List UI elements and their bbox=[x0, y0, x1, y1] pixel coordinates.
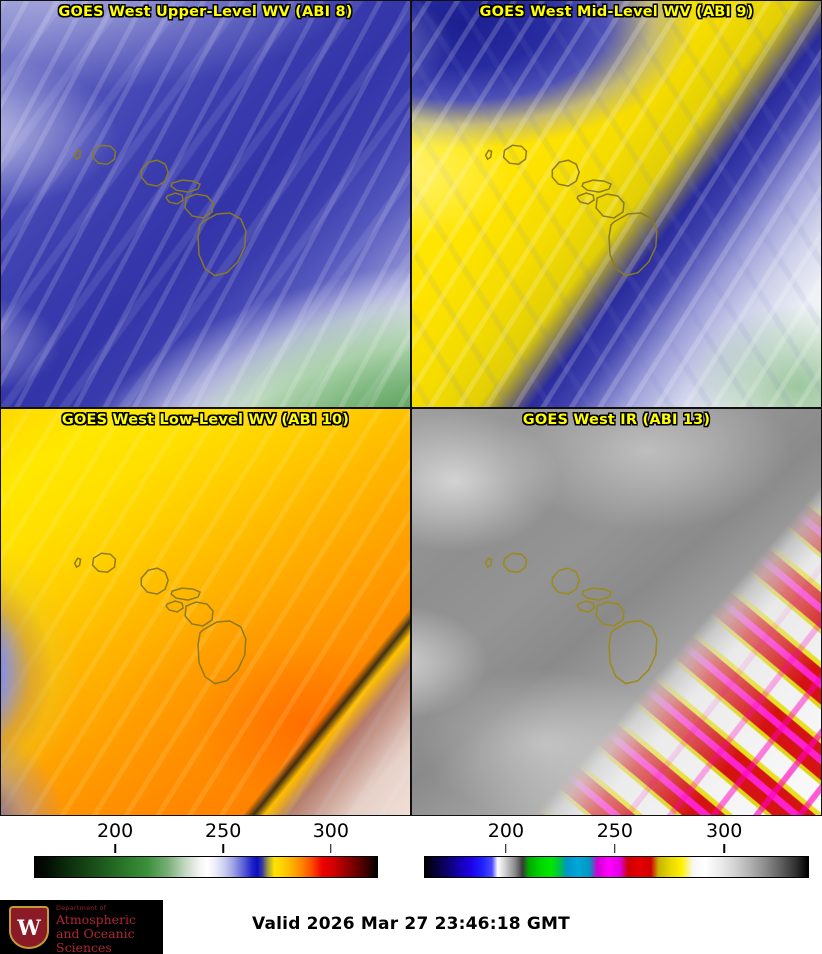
panel-title-mid-level-wv: GOES West Mid-Level WV (ABI 9) bbox=[479, 4, 754, 20]
ir-colorbar-gradient bbox=[424, 856, 809, 878]
uw-aos-logo[interactable]: W Department of Atmospheric and Oceanic … bbox=[0, 900, 163, 954]
panel-title-low-level-wv: GOES West Low-Level WV (ABI 10) bbox=[61, 412, 350, 428]
ir-tick-mark-250 bbox=[614, 844, 616, 853]
uw-crest-letter: W bbox=[17, 915, 41, 940]
panel-upper-level-wv[interactable]: GOES West Upper-Level WV (ABI 8) bbox=[0, 0, 411, 408]
panel-low-level-wv[interactable]: GOES West Low-Level WV (ABI 10) bbox=[0, 408, 411, 816]
wv-tick-mark-300 bbox=[330, 844, 332, 853]
wv-tick-mark-200 bbox=[114, 844, 116, 853]
valid-timestamp: Valid 2026 Mar 27 23:46:18 GMT bbox=[252, 914, 570, 934]
wv-colorbar-ticks: 200 250 300 bbox=[0, 816, 411, 853]
satellite-image-mid-level-wv bbox=[412, 1, 821, 407]
logo-line-1: Atmospheric bbox=[56, 912, 137, 928]
panel-ir[interactable]: GOES West IR (ABI 13) bbox=[411, 408, 822, 816]
ir-tick-mark-300 bbox=[723, 844, 725, 853]
panel-title-upper-level-wv: GOES West Upper-Level WV (ABI 8) bbox=[58, 4, 353, 20]
wv-tick-mark-250 bbox=[222, 844, 224, 853]
wv-tick-label-250: 250 bbox=[205, 820, 242, 842]
ir-colorbar-unit: 200 250 300 bbox=[411, 816, 822, 884]
footer: W Department of Atmospheric and Oceanic … bbox=[0, 884, 822, 954]
ir-tick-mark-200 bbox=[505, 844, 507, 853]
logo-text-block: Department of Atmospheric and Oceanic Sc… bbox=[56, 904, 163, 954]
ir-tick-label-300: 300 bbox=[706, 820, 743, 842]
panel-mid-level-wv[interactable]: GOES West Mid-Level WV (ABI 9) bbox=[411, 0, 822, 408]
ir-colorbar-ticks: 200 250 300 bbox=[411, 816, 822, 853]
logo-department-line: Department of bbox=[56, 904, 107, 912]
satellite-image-ir bbox=[412, 409, 821, 815]
wv-tick-label-200: 200 bbox=[96, 820, 134, 842]
wv-tick-label-300: 300 bbox=[312, 820, 349, 842]
panel-grid: GOES West Upper-Level WV (ABI 8) bbox=[0, 0, 822, 816]
wv-colorbar-unit: 200 250 300 bbox=[0, 816, 411, 884]
wv-colorbar-gradient bbox=[34, 856, 378, 878]
satellite-image-low-level-wv bbox=[1, 409, 410, 815]
colorbar-area: 200 250 300 200 250 300 bbox=[0, 816, 822, 884]
ir-tick-label-200: 200 bbox=[487, 820, 525, 842]
ir-tick-label-250: 250 bbox=[596, 820, 633, 842]
logo-line-2: and Oceanic Sciences bbox=[56, 926, 135, 954]
satellite-image-upper-level-wv bbox=[1, 1, 410, 407]
uw-crest-icon: W bbox=[9, 906, 49, 949]
panel-title-ir: GOES West IR (ABI 13) bbox=[522, 412, 711, 428]
